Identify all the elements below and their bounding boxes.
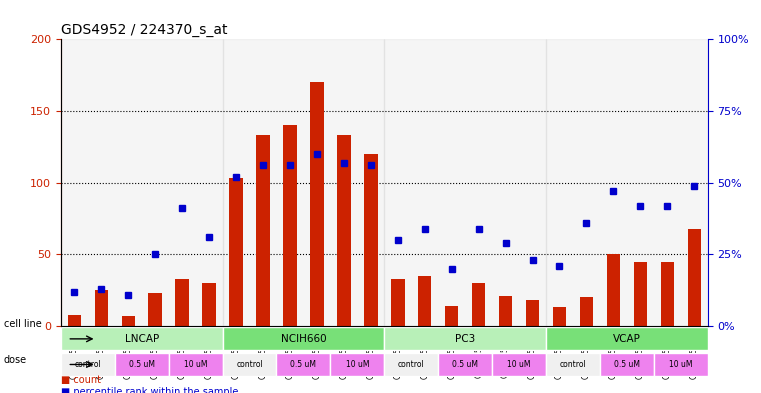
Bar: [283, 125, 297, 326]
Text: GDS4952 / 224370_s_at: GDS4952 / 224370_s_at: [61, 23, 228, 37]
Text: 10 uM: 10 uM: [345, 360, 369, 369]
Text: ■ count: ■ count: [61, 375, 101, 385]
Bar: [391, 279, 405, 326]
Bar: [202, 283, 216, 326]
Text: ■ percentile rank within the sample: ■ percentile rank within the sample: [61, 387, 238, 393]
Bar: [176, 279, 189, 326]
Text: 0.5 uM: 0.5 uM: [129, 360, 154, 369]
FancyBboxPatch shape: [492, 353, 546, 376]
FancyBboxPatch shape: [546, 353, 600, 376]
FancyBboxPatch shape: [222, 327, 384, 351]
FancyBboxPatch shape: [222, 353, 276, 376]
Bar: [661, 262, 674, 326]
Text: 10 uM: 10 uM: [508, 360, 531, 369]
Text: 0.5 uM: 0.5 uM: [291, 360, 317, 369]
Bar: [634, 262, 647, 326]
FancyBboxPatch shape: [330, 353, 384, 376]
Bar: [256, 135, 269, 326]
Text: 10 uM: 10 uM: [669, 360, 693, 369]
FancyBboxPatch shape: [115, 353, 169, 376]
Text: dose: dose: [4, 354, 27, 365]
Bar: [148, 293, 162, 326]
Bar: [607, 254, 620, 326]
Bar: [94, 290, 108, 326]
Bar: [580, 298, 593, 326]
FancyBboxPatch shape: [61, 353, 115, 376]
Bar: [68, 315, 81, 326]
Bar: [384, 39, 546, 326]
Bar: [445, 306, 458, 326]
Bar: [229, 178, 243, 326]
FancyBboxPatch shape: [654, 353, 708, 376]
Text: control: control: [398, 360, 425, 369]
Text: LNCAP: LNCAP: [125, 334, 159, 344]
Bar: [687, 229, 701, 326]
FancyBboxPatch shape: [61, 327, 222, 351]
FancyBboxPatch shape: [384, 327, 546, 351]
FancyBboxPatch shape: [384, 353, 438, 376]
Bar: [472, 283, 486, 326]
Text: control: control: [236, 360, 263, 369]
Bar: [552, 307, 566, 326]
FancyBboxPatch shape: [438, 353, 492, 376]
Text: cell line: cell line: [4, 319, 42, 329]
Text: control: control: [559, 360, 586, 369]
Bar: [418, 276, 431, 326]
Text: 10 uM: 10 uM: [184, 360, 208, 369]
Bar: [546, 39, 708, 326]
Text: VCAP: VCAP: [613, 334, 641, 344]
Bar: [222, 39, 384, 326]
Text: PC3: PC3: [455, 334, 476, 344]
Bar: [364, 154, 377, 326]
FancyBboxPatch shape: [600, 353, 654, 376]
Bar: [310, 82, 323, 326]
FancyBboxPatch shape: [276, 353, 330, 376]
Text: NCIH660: NCIH660: [281, 334, 326, 344]
Bar: [337, 135, 351, 326]
Bar: [61, 39, 222, 326]
Text: 0.5 uM: 0.5 uM: [452, 360, 478, 369]
Bar: [526, 300, 540, 326]
Bar: [122, 316, 135, 326]
FancyBboxPatch shape: [546, 327, 708, 351]
Bar: [499, 296, 512, 326]
Text: control: control: [75, 360, 101, 369]
FancyBboxPatch shape: [169, 353, 222, 376]
Text: 0.5 uM: 0.5 uM: [614, 360, 640, 369]
